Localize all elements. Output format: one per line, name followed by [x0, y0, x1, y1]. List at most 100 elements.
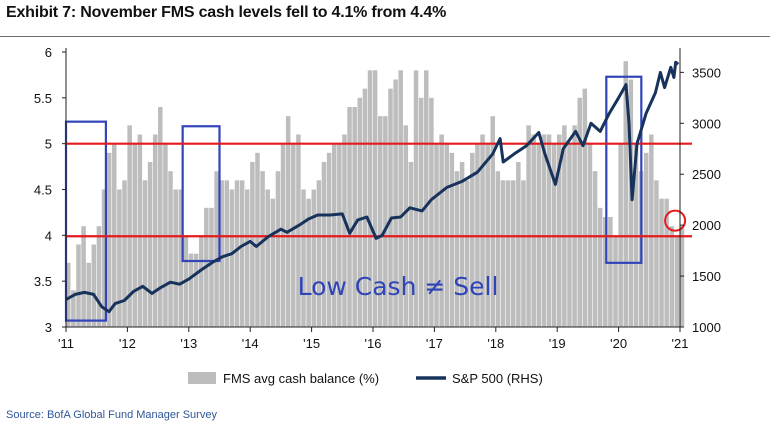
cash-bar	[377, 116, 383, 327]
cash-bar	[659, 198, 664, 327]
cash-bar	[480, 134, 485, 327]
cash-bar	[275, 171, 281, 327]
x-tick-label: '19	[549, 336, 566, 351]
cash-bar	[577, 97, 582, 327]
annotation-text: Low Cash ≠ Sell	[298, 272, 499, 301]
cash-bar	[424, 70, 429, 327]
cash-bar	[357, 97, 363, 327]
cash-bar	[546, 134, 552, 327]
cash-bar	[398, 70, 403, 327]
cash-bar	[439, 134, 444, 327]
cash-bar	[66, 262, 71, 327]
cash-bar	[255, 152, 260, 327]
cash-bar	[592, 171, 598, 327]
cash-bar	[260, 171, 265, 327]
x-tick-label: '20	[610, 336, 627, 351]
x-tick-label: '21	[672, 336, 689, 351]
cash-bar	[669, 226, 675, 327]
cash-bar	[178, 189, 184, 327]
cash-bar	[158, 107, 163, 327]
legend: FMS avg cash balance (%) S&P 500 (RHS)	[188, 371, 543, 386]
cash-bar	[674, 235, 680, 327]
left-tick-label: 5	[45, 137, 52, 152]
cash-bar	[101, 189, 107, 327]
title-divider	[0, 36, 770, 37]
cash-bar	[193, 253, 199, 327]
cash-bar	[239, 180, 245, 327]
cash-bar	[316, 180, 322, 327]
right-tick-label: 3000	[692, 116, 721, 131]
left-tick-label: 5.5	[34, 91, 52, 106]
cash-bar	[623, 61, 628, 328]
cash-bar	[347, 107, 352, 327]
sp500-line	[65, 60, 680, 314]
cash-bar	[608, 217, 613, 327]
x-tick-label: '17	[426, 336, 443, 351]
cash-bar	[628, 79, 634, 327]
cash-bar	[234, 180, 240, 327]
cash-bar	[413, 70, 419, 327]
cash-bar	[490, 116, 496, 327]
cash-bar	[388, 88, 393, 327]
cash-bar	[117, 189, 122, 327]
right-axis-ticks: 1000 1500 2000 2500 3000 3500	[680, 65, 721, 335]
x-tick-label: '16	[365, 336, 382, 351]
cash-bar	[664, 198, 669, 327]
cash-bar	[214, 171, 219, 327]
cash-bar	[137, 134, 143, 327]
cash-bar	[500, 180, 506, 327]
cash-bar	[142, 180, 148, 327]
cash-bar	[106, 152, 112, 327]
legend-line-label: S&P 500 (RHS)	[452, 371, 543, 386]
cash-bar	[521, 180, 526, 327]
cash-bar	[464, 180, 470, 327]
cash-bar	[301, 189, 306, 327]
cash-bar	[362, 88, 368, 327]
cash-bar	[96, 226, 102, 327]
cash-bar	[188, 253, 194, 327]
cash-bar	[265, 189, 270, 327]
x-axis-ticks: '11 '12 '13 '14 '15 '16 '17 '18 '19 '20 '21	[58, 327, 688, 351]
cash-bar	[173, 189, 178, 327]
left-tick-label: 6	[45, 45, 52, 60]
x-tick-label: '13	[180, 336, 197, 351]
cash-bar	[408, 162, 414, 327]
cash-bar	[505, 180, 511, 327]
right-tick-label: 1000	[692, 320, 721, 335]
cash-bar	[603, 217, 608, 327]
cash-bar	[459, 162, 465, 327]
cash-bar	[454, 171, 460, 327]
cash-bar	[643, 152, 649, 327]
source-note: Source: BofA Global Fund Manager Survey	[6, 409, 217, 421]
cash-bar	[531, 134, 536, 327]
cash-bar	[352, 107, 357, 327]
cash-bar	[649, 134, 654, 327]
cash-bar	[81, 226, 86, 327]
legend-bar-swatch	[188, 372, 216, 384]
cash-bar	[679, 226, 685, 327]
cash-bar	[418, 97, 424, 327]
cash-bar	[654, 180, 659, 327]
cash-bar	[209, 207, 214, 327]
legend-bar-label: FMS avg cash balance (%)	[223, 371, 379, 386]
cash-bar	[296, 134, 301, 327]
cash-bar	[495, 171, 501, 327]
cash-bar	[245, 189, 250, 327]
cash-bar	[429, 97, 434, 327]
right-tick-label: 2000	[692, 218, 721, 233]
cash-bar	[285, 116, 291, 327]
cash-bar	[91, 244, 97, 327]
cash-bar	[449, 152, 455, 327]
cash-bar	[516, 162, 521, 327]
cash-bar	[229, 189, 235, 327]
cash-bar	[127, 125, 132, 327]
cash-bar	[557, 134, 562, 327]
cash-bar	[367, 70, 373, 327]
cash-bar	[76, 244, 81, 327]
cash-bar	[270, 198, 276, 327]
cash-bar	[198, 235, 204, 327]
cash-bar	[342, 134, 347, 327]
right-tick-label: 1500	[692, 269, 721, 284]
latest-reading-circle	[664, 209, 687, 232]
